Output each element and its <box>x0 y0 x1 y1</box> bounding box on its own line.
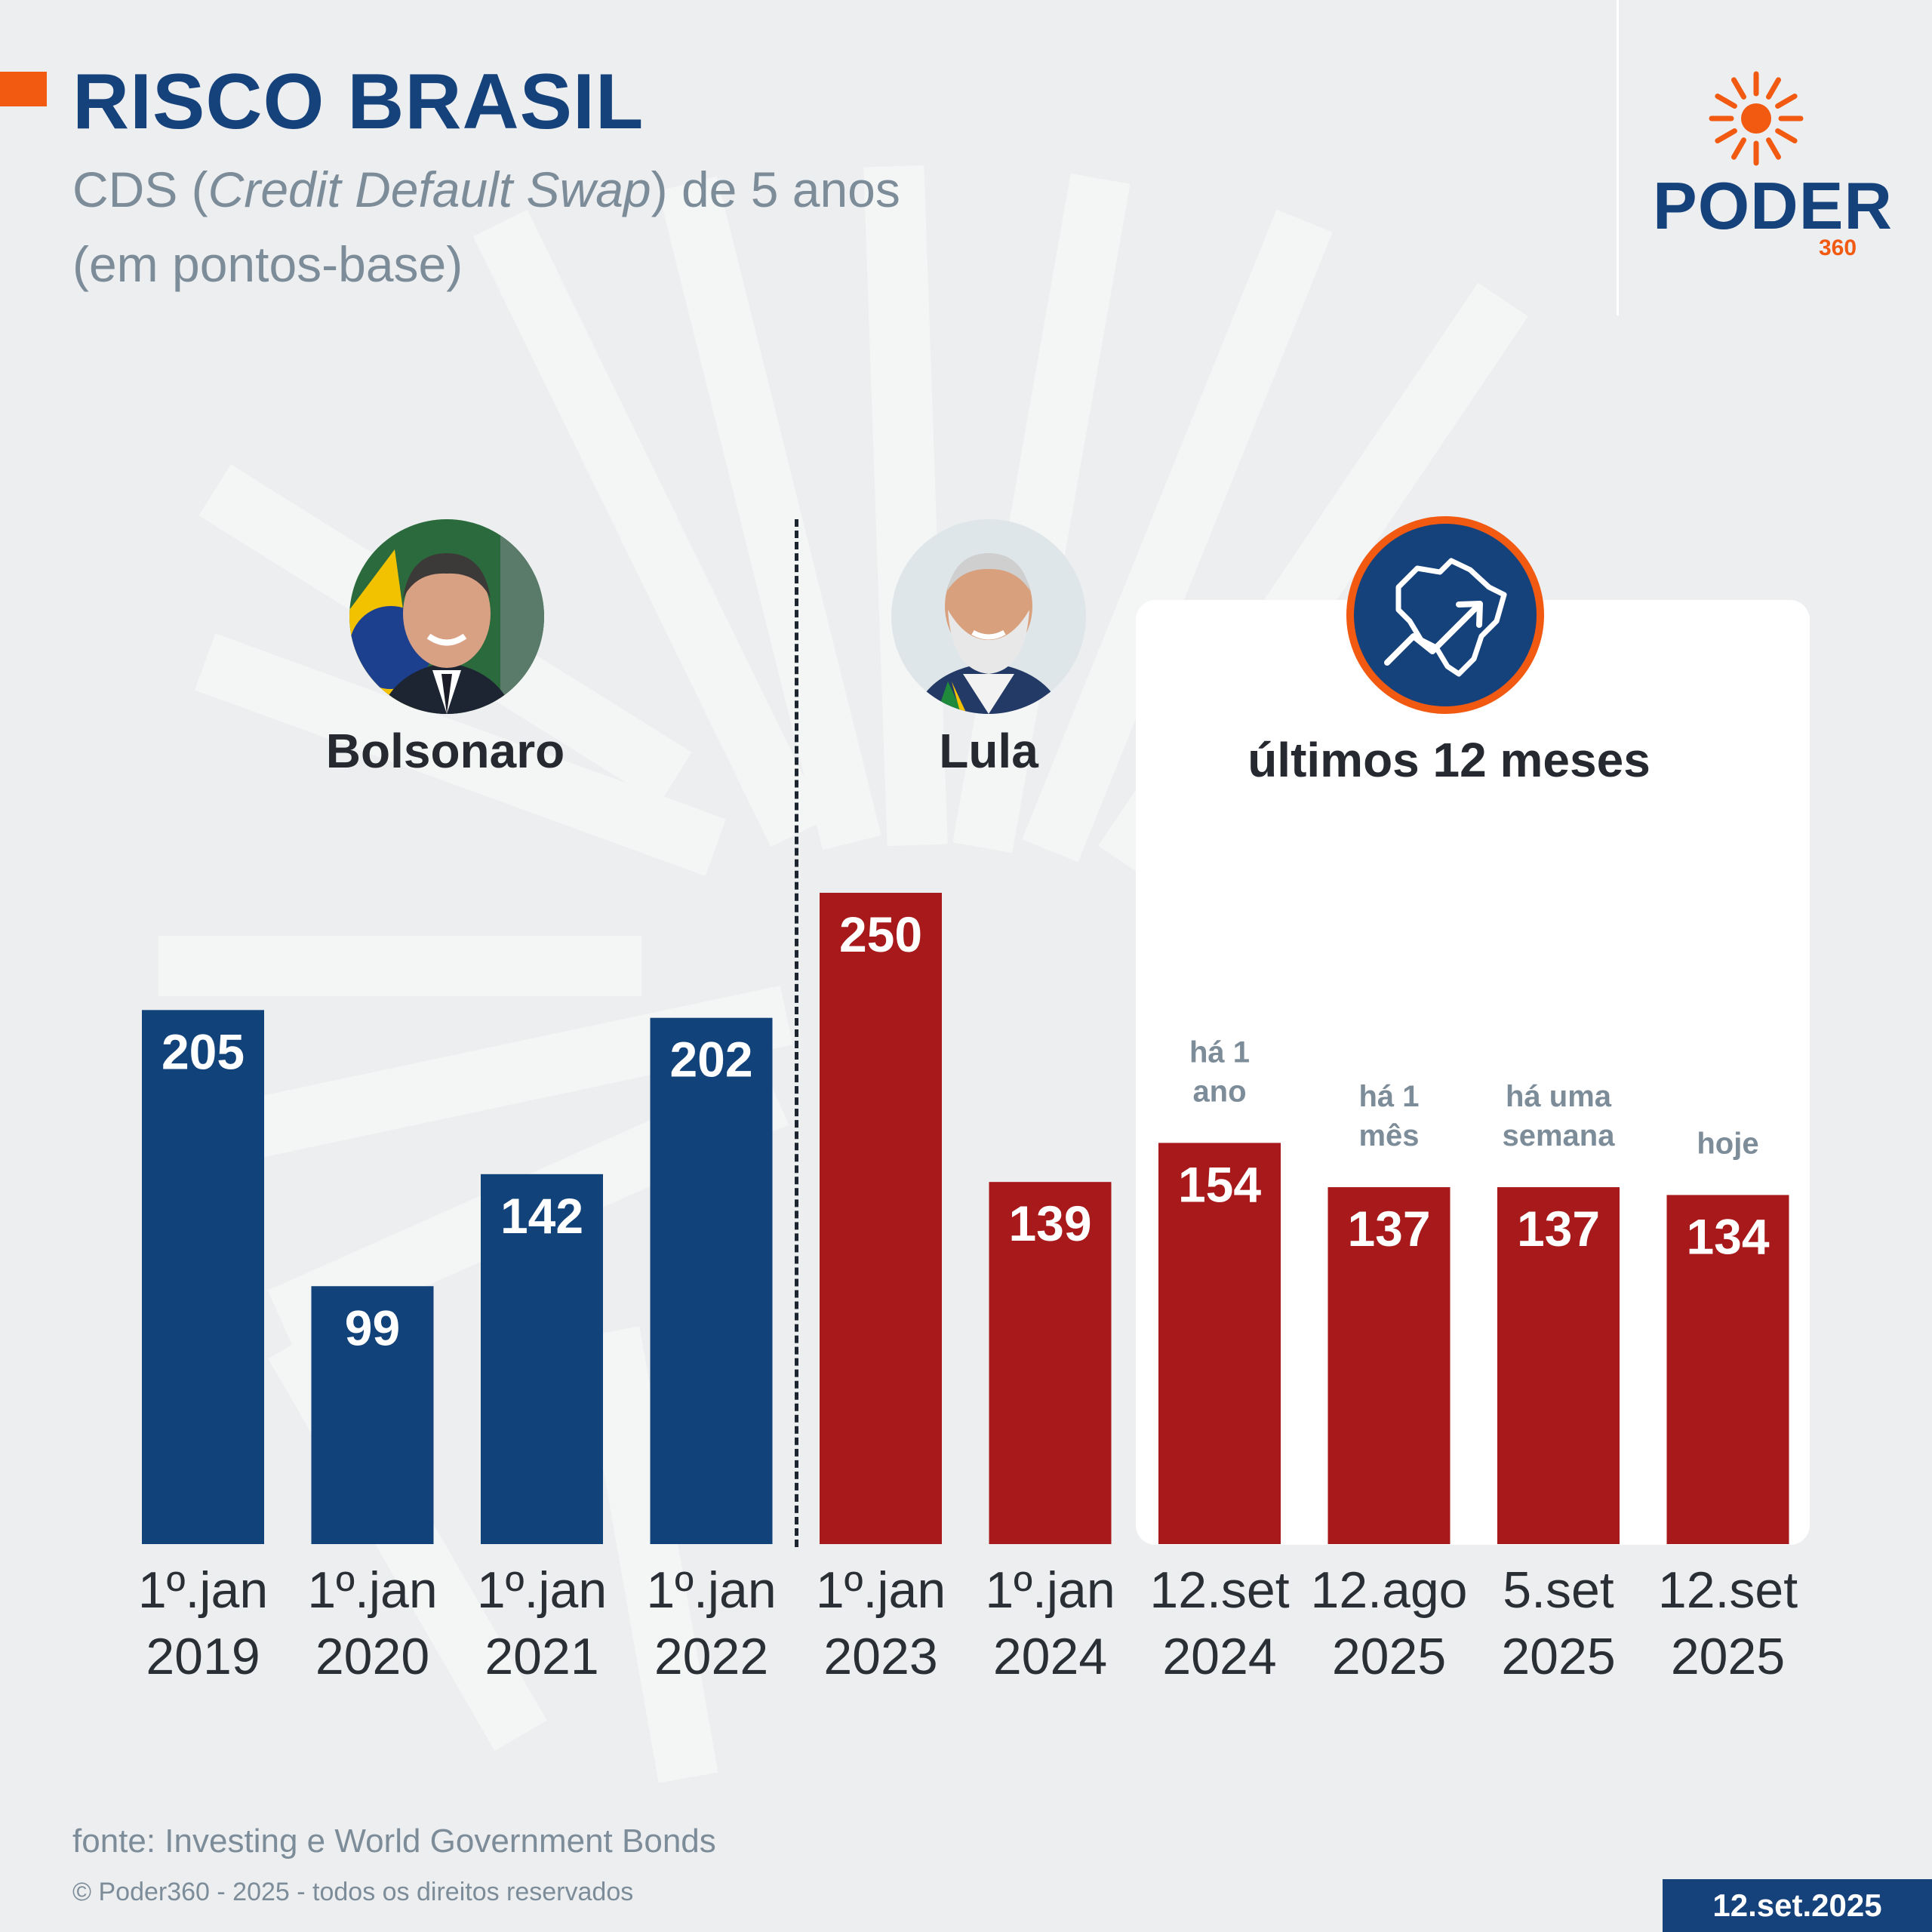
bolsonaro-label: Bolsonaro <box>325 724 565 778</box>
subtitle-pre: CDS ( <box>72 162 208 217</box>
x-tick-label-4-0: 1º.jan <box>816 1561 946 1619</box>
subtitle: CDS (Credit Default Swap) de 5 anos (em … <box>72 152 1129 302</box>
x-tick-label-9-1: 2025 <box>1671 1628 1785 1685</box>
annotation-9-0: hoje <box>1697 1127 1758 1160</box>
x-tick-label-3-0: 1º.jan <box>646 1561 776 1619</box>
bar-7 <box>1327 1187 1451 1544</box>
x-tick-label-7-1: 2025 <box>1332 1628 1446 1685</box>
x-tick-label-2-0: 1º.jan <box>477 1561 607 1619</box>
x-tick-label-1-0: 1º.jan <box>307 1561 437 1619</box>
bolsonaro-portrait <box>349 519 544 714</box>
subtitle-units: (em pontos-base) <box>72 236 463 292</box>
annotation-8-1: semana <box>1503 1119 1616 1152</box>
bar-value-label-8: 137 <box>1517 1201 1600 1257</box>
bar-value-label-0: 205 <box>162 1023 245 1079</box>
x-tick-label-0-1: 2019 <box>146 1628 260 1685</box>
bar-5 <box>989 1182 1112 1544</box>
bar-value-label-6: 154 <box>1178 1156 1261 1212</box>
bar-6 <box>1158 1143 1281 1544</box>
bar-2 <box>481 1174 603 1544</box>
annotation-8-0: há uma <box>1506 1080 1612 1113</box>
bar-value-label-9: 134 <box>1686 1208 1769 1264</box>
annotation-6-1: ano <box>1192 1075 1246 1108</box>
bar-value-label-5: 139 <box>1008 1195 1091 1251</box>
x-tick-label-0-0: 1º.jan <box>138 1561 268 1619</box>
sun-logo-icon <box>1709 71 1804 166</box>
annotation-7-1: mês <box>1358 1119 1419 1152</box>
bar-8 <box>1497 1187 1620 1544</box>
x-tick-label-8-1: 2025 <box>1501 1628 1615 1685</box>
annotation-6-0: há 1 <box>1189 1035 1250 1069</box>
header-divider <box>1617 0 1619 315</box>
bar-value-label-1: 99 <box>345 1300 400 1355</box>
logo-wordmark: PODER <box>1653 168 1893 243</box>
page-title: RISCO BRASIL <box>72 58 645 146</box>
x-tick-label-9-0: 12.set <box>1658 1561 1798 1619</box>
x-tick-label-7-0: 12.ago <box>1311 1561 1468 1619</box>
lula-label: Lula <box>939 724 1038 778</box>
x-tick-label-2-1: 2021 <box>485 1628 598 1685</box>
subtitle-post: ) de 5 anos <box>651 162 900 217</box>
x-tick-label-3-1: 2022 <box>654 1628 768 1685</box>
x-tick-label-5-0: 1º.jan <box>985 1561 1115 1619</box>
poder360-logo: PODER 360 <box>1653 69 1892 266</box>
bar-0 <box>142 1010 264 1544</box>
bar-9 <box>1666 1195 1789 1544</box>
copyright-note: © Poder360 - 2025 - todos os direitos re… <box>72 1878 634 1906</box>
source-note: fonte: Investing e World Government Bond… <box>72 1823 716 1860</box>
annotation-7-0: há 1 <box>1358 1080 1419 1113</box>
recent-label: últimos 12 meses <box>1247 733 1651 787</box>
bar-value-label-2: 142 <box>500 1188 583 1244</box>
x-tick-label-8-0: 5.set <box>1503 1561 1614 1619</box>
brazil-trend-icon <box>1346 516 1544 714</box>
x-tick-label-5-1: 2024 <box>993 1628 1107 1685</box>
x-tick-label-6-1: 2024 <box>1162 1628 1276 1685</box>
bar-3 <box>650 1017 773 1544</box>
accent-bar <box>0 72 47 106</box>
lula-portrait <box>891 519 1086 714</box>
bar-value-label-4: 250 <box>839 906 922 962</box>
x-tick-label-4-1: 2023 <box>823 1628 937 1685</box>
date-tag: 12.set.2025 <box>1663 1879 1932 1932</box>
bar-value-label-7: 137 <box>1347 1201 1430 1257</box>
logo-number: 360 <box>1819 235 1857 260</box>
bar-value-label-3: 202 <box>669 1032 752 1088</box>
bar-4 <box>820 893 942 1544</box>
x-tick-label-6-0: 12.set <box>1149 1561 1289 1619</box>
term-divider <box>795 519 798 1547</box>
subtitle-italic: Credit Default Swap <box>208 162 651 217</box>
x-tick-label-1-1: 2020 <box>315 1628 429 1685</box>
bar-1 <box>311 1286 434 1544</box>
